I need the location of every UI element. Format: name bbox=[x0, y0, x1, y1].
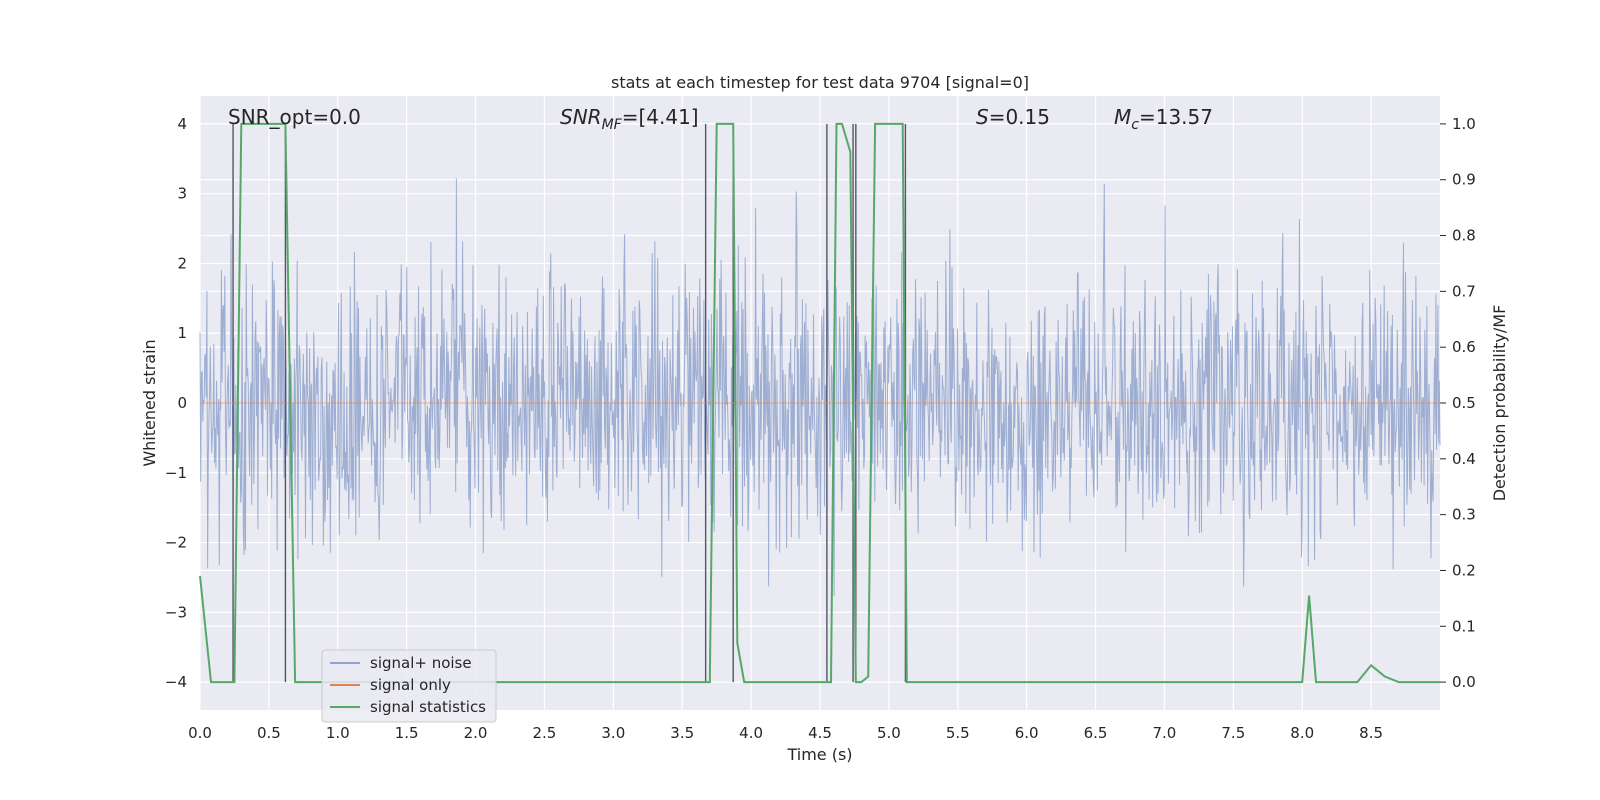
x-tick-label: 4.5 bbox=[808, 724, 832, 742]
y-left-tick-labels: 4 3 2 1 0 −1 −2 −3 −4 bbox=[165, 115, 187, 691]
y-left-tick-label: 2 bbox=[177, 254, 187, 272]
y-left-tick-label: 1 bbox=[177, 324, 187, 342]
annotation-snr-mf: SNRMF=[4.41] bbox=[560, 105, 699, 133]
series-signal-statistics bbox=[199, 122, 1440, 684]
x-axis-label: Time (s) bbox=[786, 745, 852, 764]
signal-noise-line bbox=[199, 178, 1441, 597]
y-left-tick-label: 3 bbox=[177, 185, 187, 203]
annotation-mc: Mc=13.57 bbox=[1114, 105, 1213, 133]
x-tick-label: 4.0 bbox=[739, 724, 763, 742]
y-right-tick-labels: 1.0 0.9 0.8 0.7 0.6 0.5 0.4 0.3 0.2 0.1 0.0 bbox=[1440, 115, 1476, 691]
x-tick-label: 2.5 bbox=[533, 724, 557, 742]
x-tick-label: 1.0 bbox=[326, 724, 350, 742]
y-left-tick-label: −4 bbox=[165, 673, 187, 691]
annotation-snr-opt: SNR_opt=0.0 bbox=[228, 105, 361, 129]
x-tick-label: 2.0 bbox=[464, 724, 488, 742]
signal-statistics-line bbox=[199, 122, 1440, 684]
y-right-tick-label: 0.9 bbox=[1452, 171, 1476, 189]
y-right-tick-label: 0.7 bbox=[1452, 282, 1476, 300]
y-right-tick-label: 0.0 bbox=[1452, 673, 1476, 691]
x-tick-labels: 0.0 0.5 1.0 1.5 2.0 2.5 3.0 3.5 4.0 4.5 5.0 5.5 6.0 6… bbox=[188, 724, 1383, 742]
y-right-tick-label: 0.6 bbox=[1452, 338, 1476, 356]
annotation-s: S=0.15 bbox=[976, 105, 1050, 129]
series-signal-noise bbox=[199, 178, 1441, 597]
y-left-tick-label: −2 bbox=[165, 534, 187, 552]
x-tick-label: 3.0 bbox=[601, 724, 625, 742]
x-tick-label: 5.0 bbox=[877, 724, 901, 742]
x-tick-label: 8.0 bbox=[1290, 724, 1314, 742]
x-tick-label: 7.5 bbox=[1221, 724, 1245, 742]
x-tick-label: 7.0 bbox=[1153, 724, 1177, 742]
x-tick-label: 0.5 bbox=[257, 724, 281, 742]
y-axis-label-right: Detection probability/MF bbox=[1490, 305, 1509, 502]
x-tick-label: 8.5 bbox=[1359, 724, 1383, 742]
y-left-tick-label: 0 bbox=[177, 394, 187, 412]
legend-box bbox=[321, 649, 497, 723]
y-right-tick-label: 0.5 bbox=[1452, 394, 1476, 412]
y-right-tick-label: 1.0 bbox=[1452, 115, 1476, 133]
y-left-tick-label: −3 bbox=[165, 603, 187, 621]
legend-label-signal-only: signal only bbox=[370, 676, 451, 694]
y-right-tick-label: 0.4 bbox=[1452, 450, 1476, 468]
y-left-tick-label: 4 bbox=[177, 115, 187, 133]
y-right-tick-label: 0.1 bbox=[1452, 617, 1476, 635]
x-tick-label: 6.0 bbox=[1015, 724, 1039, 742]
legend: signal+ noise signal only signal statist… bbox=[321, 649, 497, 723]
y-right-tick-label: 0.8 bbox=[1452, 227, 1476, 245]
legend-label-signal-noise: signal+ noise bbox=[370, 654, 472, 672]
legend-label-signal-statistics: signal statistics bbox=[370, 698, 486, 716]
x-tick-label: 3.5 bbox=[670, 724, 694, 742]
chart-title: stats at each timestep for test data 970… bbox=[611, 73, 1029, 92]
y-right-tick-label: 0.3 bbox=[1452, 506, 1476, 524]
x-tick-label: 6.5 bbox=[1084, 724, 1108, 742]
y-axis-label-left: Whitened strain bbox=[140, 339, 159, 466]
x-tick-label: 5.5 bbox=[946, 724, 970, 742]
x-tick-label: 0.0 bbox=[188, 724, 212, 742]
x-tick-label: 1.5 bbox=[395, 724, 419, 742]
y-right-tick-label: 0.2 bbox=[1452, 561, 1476, 579]
y-left-tick-label: −1 bbox=[165, 464, 187, 482]
